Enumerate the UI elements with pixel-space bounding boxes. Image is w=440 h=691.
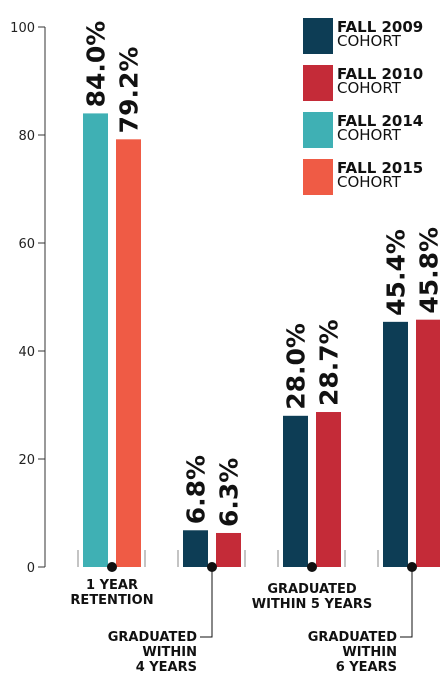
y-tick-label: 20 bbox=[18, 453, 35, 468]
x-tick-label: GRADUATED WITHIN 5 YEARS bbox=[251, 582, 373, 612]
legend-swatch bbox=[303, 18, 333, 54]
x-tick-label: 1 YEAR RETENTION bbox=[70, 578, 154, 608]
bar bbox=[316, 412, 341, 567]
value-label: 45.4% bbox=[382, 229, 411, 316]
legend-swatch bbox=[303, 159, 333, 195]
x-tick-label: GRADUATED WITHIN 6 YEARS bbox=[307, 630, 397, 675]
bar bbox=[283, 415, 308, 567]
legend-label: FALL 2015 COHORT bbox=[337, 159, 424, 191]
bar bbox=[83, 113, 108, 568]
legend-swatch bbox=[303, 65, 333, 101]
y-tick-label: 100 bbox=[10, 21, 35, 36]
value-label: 79.2% bbox=[115, 47, 144, 134]
value-label: 28.0% bbox=[282, 323, 311, 410]
bar bbox=[116, 139, 141, 567]
anchor-dot bbox=[107, 562, 117, 572]
x-tick-label: GRADUATED WITHIN 4 YEARS bbox=[107, 630, 197, 675]
legend-label: FALL 2014 COHORT bbox=[337, 112, 424, 144]
anchor-dot bbox=[307, 562, 317, 572]
leader-line bbox=[200, 567, 213, 638]
bar bbox=[416, 319, 440, 567]
legend-label: FALL 2010 COHORT bbox=[337, 65, 424, 97]
value-label: 84.0% bbox=[82, 21, 111, 108]
bar bbox=[183, 530, 208, 567]
value-label: 28.7% bbox=[315, 319, 344, 406]
value-label: 6.8% bbox=[182, 455, 211, 524]
value-label: 6.3% bbox=[215, 458, 244, 527]
y-tick-label: 40 bbox=[18, 345, 35, 360]
legend-swatch bbox=[303, 112, 333, 148]
legend-label: FALL 2009 COHORT bbox=[337, 18, 424, 50]
bar bbox=[216, 532, 241, 567]
value-label: 45.8% bbox=[415, 227, 440, 314]
y-tick-label: 0 bbox=[27, 561, 35, 576]
bar bbox=[383, 321, 408, 567]
y-tick-label: 60 bbox=[18, 237, 35, 252]
leader-line bbox=[400, 567, 413, 638]
y-tick-label: 80 bbox=[18, 129, 35, 144]
